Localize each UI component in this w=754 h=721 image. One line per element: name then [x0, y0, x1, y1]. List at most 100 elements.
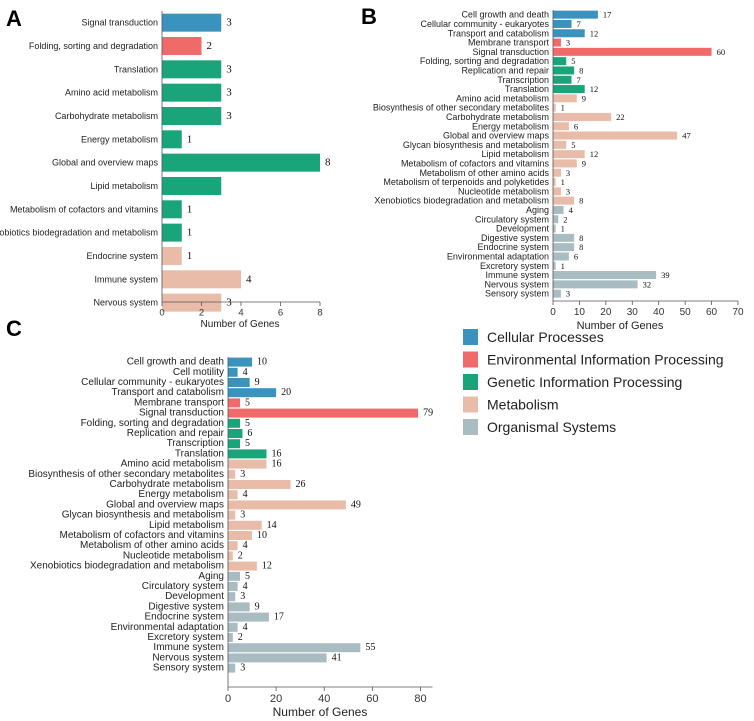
panel-b-category-label: Environmental adaptation	[447, 251, 549, 261]
panel-c-bar-signal-transduction	[228, 408, 419, 418]
panel-c-category-label: Signal transduction	[139, 408, 224, 419]
panel-a-title: A	[6, 6, 22, 31]
panel-a-value-label: 3	[226, 63, 232, 75]
panel-a-bar-xenobiotics-biodegradation-and-metabolism	[162, 223, 182, 242]
panel-b-value-label: 32	[643, 279, 652, 289]
panel-b-category-label: Sensory system	[485, 289, 549, 299]
panel-b-value-label: 7	[577, 19, 581, 29]
panel-c-category-label: Cell motility	[173, 367, 224, 378]
legend-swatch-metabolism	[463, 396, 478, 413]
panel-b-category-label: Transport and catabolism	[448, 28, 549, 38]
panel-a-bar-carbohydrate-metabolism	[162, 106, 222, 125]
panel-b-value-label: 8	[579, 242, 583, 252]
panel-c-value-label: 4	[243, 540, 248, 551]
panel-b-category-label: Excretory system	[480, 261, 549, 271]
panel-c-title: C	[6, 316, 22, 341]
panel-b-x-axis-label: Number of Genes	[577, 320, 664, 332]
panel-b-bar-carbohydrate-metabolism	[553, 112, 612, 121]
panel-b-category-label: Circulatory system	[475, 214, 549, 224]
panel-b-category-label: Cell growth and death	[461, 10, 549, 20]
panel-a-category-label: Endocrine system	[86, 251, 158, 261]
panel-a-bar-endocrine-system	[162, 246, 182, 265]
panel-c-value-label: 12	[262, 561, 272, 572]
panel-b-bar-signal-transduction	[553, 47, 712, 56]
panel-a-tick-label: 2	[199, 308, 204, 319]
panel-c-value-label: 3	[240, 469, 245, 480]
panel-b-value-label: 1	[561, 103, 565, 113]
panel-b-tick-label: 60	[706, 307, 718, 318]
panel-c-value-label: 4	[243, 581, 248, 592]
panel-c-category-label: Glycan biosynthesis and metabolism	[62, 510, 224, 521]
panel-b-bar-amino-acid-metabolism	[553, 94, 577, 103]
panel-c-category-label: Excretory system	[147, 632, 224, 643]
panel-a-value-label: 4	[246, 273, 252, 285]
panel-c-bar-metabolism-of-other-amino-acids	[228, 541, 238, 551]
panel-c-bar-amino-acid-metabolism	[228, 459, 267, 469]
panel-a-bar-amino-acid-metabolism	[162, 83, 222, 102]
panel-b-value-label: 1	[561, 261, 565, 271]
panel-b-bar-metabolism-of-cofactors-and-vitamins	[553, 159, 577, 168]
panel-a-value-label: 1	[187, 133, 193, 145]
panel-c-category-label: Membrane transport	[134, 397, 224, 408]
panel-c-value-label: 5	[245, 397, 250, 408]
panel-b-category-label: Lipid metabolism	[481, 149, 549, 159]
panel-c-bar-circulatory-system	[228, 582, 238, 591]
panel-a-value-label: 1	[187, 203, 193, 215]
panel-c-bar-environmental-adaptation	[228, 622, 238, 632]
panel-b-bar-excretory-system	[553, 261, 556, 270]
panel-b-bar-translation	[553, 85, 585, 94]
panel-a-bar-nervous-system	[162, 293, 222, 312]
panel-b-category-label: Metabolism of other amino acids	[419, 168, 549, 178]
panel-a-category-label: Metabolism of cofactors and vitamins	[10, 204, 159, 214]
panel-b-category-label: Global and overview maps	[443, 131, 550, 141]
panel-c-tick-label: 40	[318, 693, 330, 705]
panel-b-bar-digestive-system	[553, 233, 575, 242]
panel-b-bar-transport-and-catabolism	[553, 29, 585, 38]
panel-b-bar-cellular-community-eukaryotes	[553, 19, 572, 28]
panel-c-category-label: Endocrine system	[145, 612, 224, 623]
panel-b-category-label: Energy metabolism	[472, 121, 549, 131]
panel-c-value-label: 49	[351, 499, 361, 510]
panel-c-bar-folding-sorting-and-degradation	[228, 418, 241, 428]
panel-a-category-label: Nervous system	[93, 298, 158, 308]
panel-b-value-label: 39	[661, 270, 670, 280]
panel-b-bar-sensory-system	[553, 289, 561, 298]
panel-a-tick-label: 0	[159, 308, 164, 319]
panel-b-value-label: 1	[561, 177, 565, 187]
panel-b-category-label: Signal transduction	[472, 47, 549, 57]
panel-c-bar-nervous-system	[228, 653, 327, 663]
panel-b-category-label: Immune system	[485, 270, 549, 280]
panel-c-category-label: Immune system	[153, 642, 224, 653]
panel-b-bar-transcription	[553, 75, 572, 84]
panel-c-category-label: Carbohydrate metabolism	[110, 479, 225, 490]
panel-b-bar-global-and-overview-maps	[553, 131, 678, 140]
panel-b-value-label: 8	[579, 196, 583, 206]
panel-b-bar-metabolism-of-other-amino-acids	[553, 168, 561, 177]
panel-b-value-label: 3	[566, 186, 570, 196]
panel-c-bar-energy-metabolism	[228, 490, 238, 500]
panel-c-category-label: Metabolism of other amino acids	[80, 540, 224, 551]
panel-b-category-label: Cellular community - eukaryotes	[420, 19, 549, 29]
panel-c-value-label: 3	[240, 510, 245, 521]
panel-c-value-label: 3	[240, 663, 245, 674]
panel-a-x-axis-label: Number of Genes	[201, 319, 280, 330]
panel-b-bar-metabolism-of-terpenoids-and-polyketides	[553, 178, 556, 187]
panel-b-bar-environmental-adaptation	[553, 252, 569, 261]
panel-b-bar-glycan-biosynthesis-and-metabolism	[553, 140, 567, 149]
panel-a-bar-translation	[162, 60, 222, 79]
panel-c-tick-label: 80	[414, 693, 426, 705]
legend: Cellular Processes Environmental Informat…	[463, 329, 724, 435]
panel-b-value-label: 3	[566, 289, 570, 299]
panel-b-value-label: 47	[682, 131, 691, 141]
panel-a-value-label: 3	[226, 87, 232, 99]
legend-label-organismal-systems: Organismal Systems	[487, 419, 616, 435]
panel-c-category-label: Cellular community - eukaryotes	[81, 377, 224, 388]
panel-c-category-label: Sensory system	[153, 663, 224, 674]
panel-a-value-label: 1	[187, 227, 193, 239]
panel-b-value-label: 12	[590, 28, 599, 38]
panel-a-bar-global-and-overview-maps	[162, 153, 320, 172]
panel-b-value-label: 3	[566, 38, 570, 48]
panel-b-tick-label: 10	[574, 307, 586, 318]
panel-c-category-label: Nervous system	[152, 652, 224, 663]
panel-b-category-label: Membrane transport	[468, 38, 550, 48]
